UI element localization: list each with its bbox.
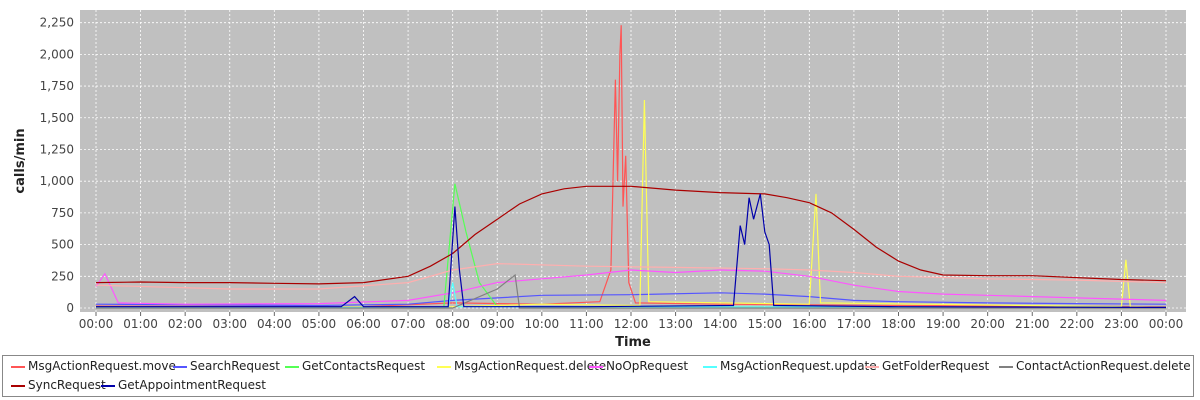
x-axis-ticks: 00:00 01:00 02:00 03:00 04:00 05:00 06:00 07:00… (79, 312, 1184, 331)
grid (80, 10, 1186, 312)
legend-label: GetAppointmentRequest (118, 378, 266, 392)
plot-background (80, 10, 1186, 312)
x-tick-label: 17:00 (837, 317, 872, 331)
x-tick-label: 10:00 (525, 317, 560, 331)
legend-swatch (11, 365, 25, 368)
x-tick-label: 11:00 (569, 317, 604, 331)
legend-item: MsgActionRequest.delete (437, 359, 606, 373)
x-axis-title: Time (615, 335, 651, 350)
x-tick-label: 13:00 (658, 317, 693, 331)
series-line-getappointmentrequest (96, 193, 1167, 308)
series-line-msgactionrequest-move (95, 25, 1167, 308)
y-tick-label: 2,000 (40, 47, 74, 61)
x-tick-label: 15:00 (747, 317, 782, 331)
series-layer (95, 25, 1167, 309)
legend-item: MsgActionRequest.move (11, 359, 176, 373)
series-line-searchrequest (95, 292, 1167, 307)
x-tick-label: 14:00 (703, 317, 738, 331)
series-line-msgactionrequest-delete (95, 99, 1167, 308)
legend-item: NoOpRequest (589, 359, 688, 373)
x-tick-label: 05:00 (302, 317, 337, 331)
y-tick-label: 2,250 (40, 16, 74, 30)
legend-label: GetContactsRequest (302, 359, 426, 373)
chart: 0 250 500 750 1,000 1,250 1,500 1,750 2,000 2,250… (13, 10, 1186, 350)
x-tick-label: 20:00 (970, 317, 1005, 331)
y-tick-label: 500 (51, 238, 74, 252)
legend-item: GetFolderRequest (865, 359, 989, 373)
y-tick-label: 1,750 (40, 79, 74, 93)
x-tick-label: 00:00 (1149, 317, 1184, 331)
y-tick-label: 250 (51, 269, 74, 283)
x-tick-label: 19:00 (926, 317, 961, 331)
legend-swatch (437, 365, 451, 368)
x-tick-label: 22:00 (1060, 317, 1095, 331)
x-tick-label: 03:00 (212, 317, 247, 331)
x-tick-label: 01:00 (123, 317, 158, 331)
y-tick-label: 0 (66, 301, 74, 315)
y-axis-ticks: 0 250 500 750 1,000 1,250 1,500 1,750 2,000 2,250 (40, 16, 74, 315)
legend-item: ContactActionRequest.delete (999, 359, 1191, 373)
x-tick-label: 18:00 (881, 317, 916, 331)
legend-item: GetAppointmentRequest (101, 378, 266, 392)
series-line-contactactionrequest-delete (96, 273, 1166, 309)
legend-label: MsgActionRequest.move (28, 359, 176, 373)
x-tick-label: 16:00 (792, 317, 827, 331)
legend-label: MsgActionRequest.delete (454, 359, 607, 373)
y-tick-label: 1,250 (40, 142, 74, 156)
y-tick-label: 1,500 (40, 111, 74, 125)
legend-swatch (101, 384, 115, 387)
x-tick-label: 02:00 (168, 317, 203, 331)
y-tick-label: 1,000 (40, 174, 74, 188)
x-tick-label: 07:00 (391, 317, 426, 331)
legend-label: MsgActionRequest.update (720, 359, 877, 373)
legend-item: SearchRequest (173, 359, 280, 373)
series-line-getfolderrequest (95, 262, 1167, 290)
x-tick-label: 08:00 (435, 317, 470, 331)
x-tick-label: 23:00 (1104, 317, 1139, 331)
legend-label: ContactActionRequest.delete (1016, 359, 1191, 373)
legend-item: MsgActionRequest.update (703, 359, 877, 373)
legend-item: SyncRequest (11, 378, 106, 392)
legend: MsgActionRequest.move SearchRequest GetCon… (2, 355, 1194, 397)
legend-swatch (865, 365, 879, 368)
x-tick-label: 09:00 (480, 317, 515, 331)
legend-swatch (173, 365, 187, 368)
legend-swatch (999, 365, 1013, 368)
legend-item: GetContactsRequest (285, 359, 425, 373)
y-axis-title: calls/min (13, 128, 28, 193)
y-tick-label: 750 (51, 206, 74, 220)
legend-label: NoOpRequest (606, 359, 689, 373)
series-line-syncrequest (95, 185, 1167, 285)
x-tick-label: 21:00 (1015, 317, 1050, 331)
legend-swatch (703, 365, 717, 368)
x-tick-label: 06:00 (346, 317, 381, 331)
legend-swatch (589, 365, 603, 368)
legend-label: GetFolderRequest (882, 359, 990, 373)
legend-label: SyncRequest (28, 378, 106, 392)
legend-swatch (11, 384, 25, 387)
x-tick-label: 00:00 (79, 317, 114, 331)
x-tick-label: 12:00 (614, 317, 649, 331)
legend-label: SearchRequest (190, 359, 280, 373)
series-line-nooprequest (95, 269, 1167, 305)
x-tick-label: 04:00 (257, 317, 292, 331)
legend-swatch (285, 365, 299, 368)
